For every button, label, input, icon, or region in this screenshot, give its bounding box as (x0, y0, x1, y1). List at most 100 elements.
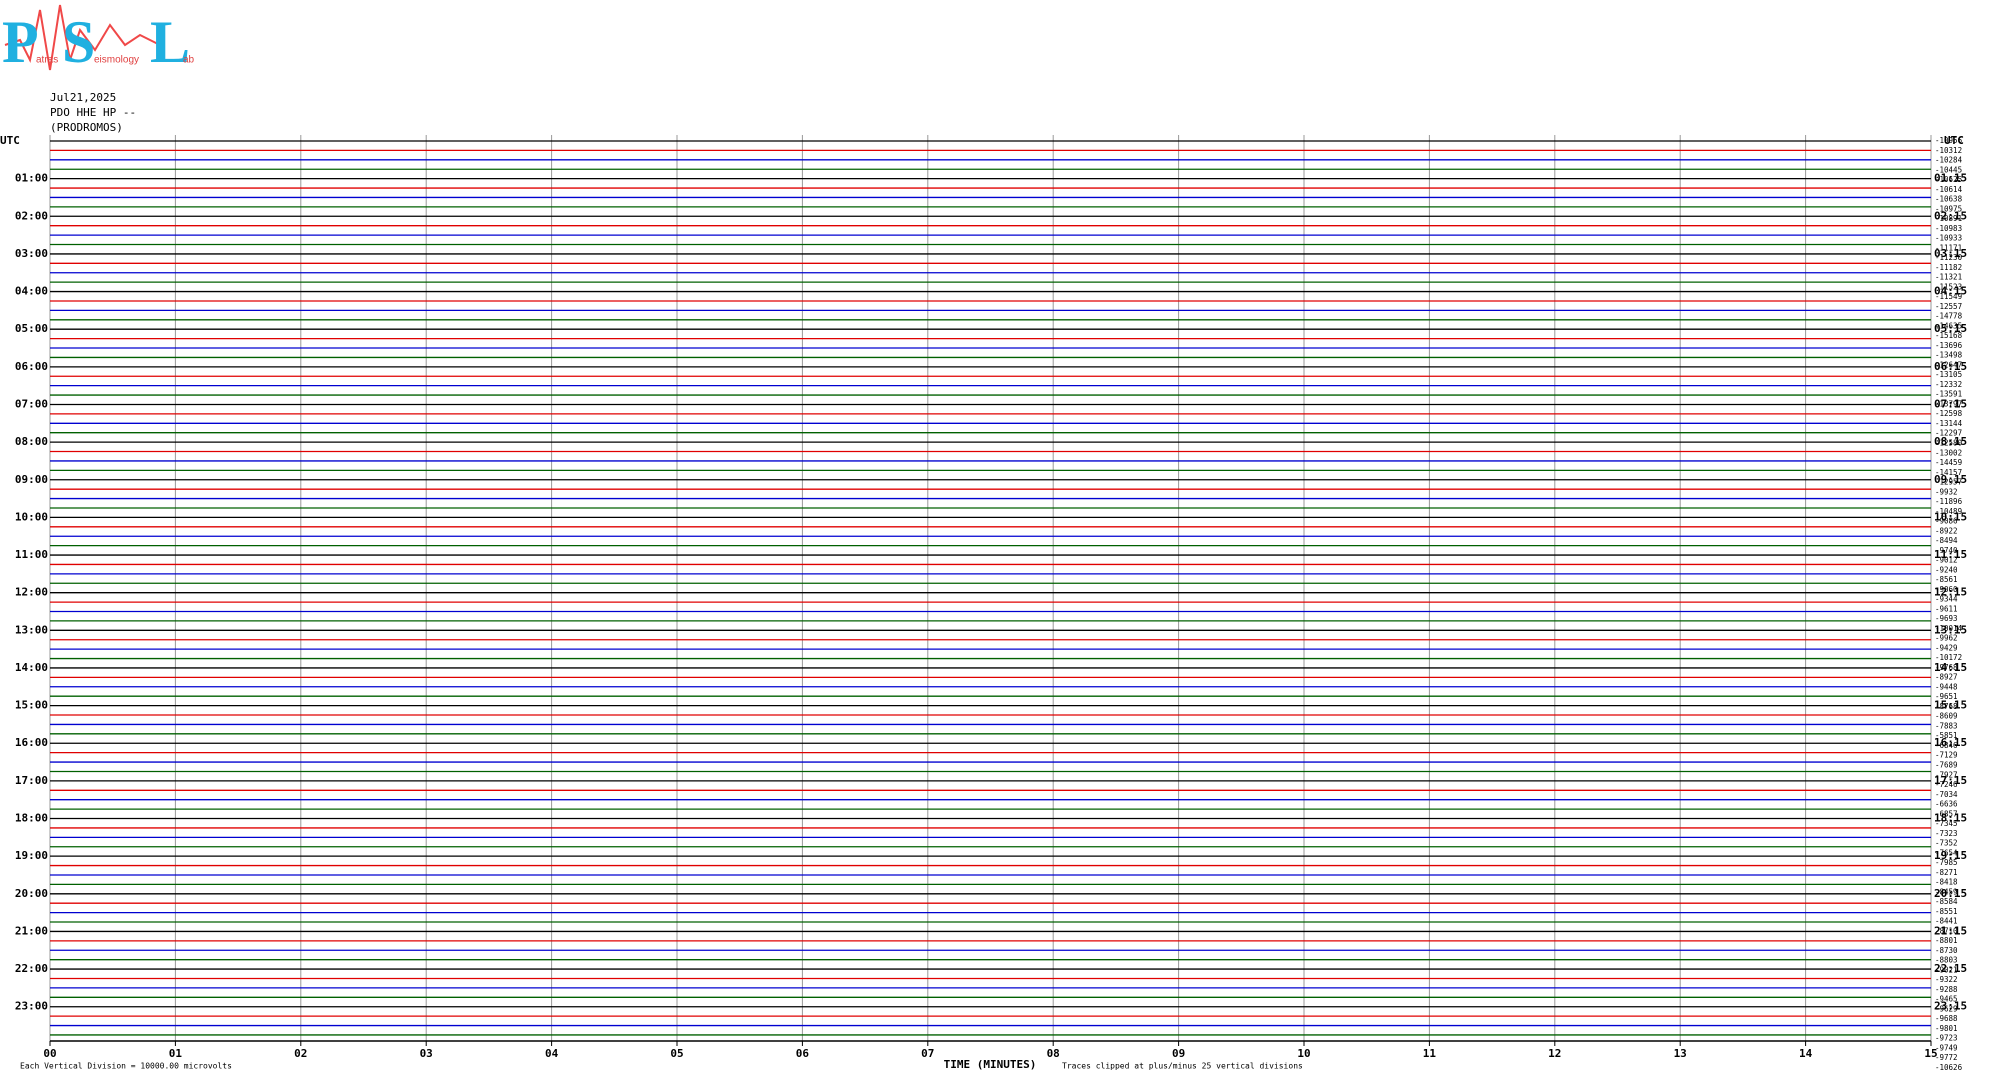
hour-label: 08:00 (15, 435, 48, 448)
offset-label: -9651 (1935, 692, 1958, 701)
x-tick-label: 11 (1423, 1047, 1437, 1060)
offset-label: -13696 (1935, 341, 1963, 350)
offset-label: -9693 (1935, 614, 1958, 623)
offset-label: -13498 (1935, 351, 1963, 360)
offset-label: -11523 (1935, 282, 1962, 291)
hour-label: 23:00 (15, 1000, 48, 1013)
offset-label: -8459 (1935, 887, 1958, 896)
offset-label: -10956 (1935, 136, 1963, 145)
offset-label: -9086 (1935, 517, 1958, 526)
offset-label: -9448 (1935, 682, 1958, 691)
offset-label: -7323 (1935, 829, 1958, 838)
hour-label: 04:00 (15, 285, 48, 298)
offset-label: -11230 (1935, 253, 1963, 262)
offset-label: -8271 (1935, 868, 1958, 877)
offset-label: -9629 (1935, 1004, 1958, 1013)
logo-wave (4, 4, 161, 71)
offset-label: -8441 (1935, 917, 1958, 926)
x-tick-label: 04 (545, 1047, 559, 1060)
offset-label: -9288 (1935, 985, 1958, 994)
hour-label: 17:00 (15, 774, 48, 787)
offset-label: -15168 (1935, 331, 1963, 340)
logo-letter: S (62, 9, 95, 75)
offset-label: -12647 (1935, 360, 1962, 369)
hour-label: 15:00 (15, 699, 48, 712)
hour-label: 18:00 (15, 812, 48, 825)
offset-label: -10614 (1935, 185, 1963, 194)
offset-label: -7034 (1935, 790, 1958, 799)
offset-label: -13591 (1935, 390, 1962, 399)
hour-label: 16:00 (15, 736, 48, 749)
offset-label: -8710 (1935, 926, 1958, 935)
offset-label: -8584 (1935, 897, 1958, 906)
hour-label-right: 03:15 (1934, 247, 1967, 260)
hour-label: 14:00 (15, 661, 48, 674)
hour-label: UTC (0, 134, 20, 147)
offset-label: -10445 (1935, 165, 1962, 174)
offset-label: -14459 (1935, 458, 1962, 467)
hour-label-right: 08:15 (1934, 435, 1967, 448)
scale-note: Each Vertical Division = 10000.00 microv… (20, 1062, 232, 1071)
x-tick-label: 14 (1799, 1047, 1813, 1060)
offset-label: -10489 (1935, 507, 1962, 516)
hour-label-right: 09:15 (1934, 473, 1967, 486)
offset-label: -9723 (1935, 1034, 1958, 1043)
offset-label: -9801 (1935, 1024, 1958, 1033)
offset-label: -7345 (1935, 819, 1958, 828)
logo: P atras S eismology L ab (2, 4, 195, 75)
offset-label: -9012 (1935, 556, 1958, 565)
hour-label: 06:00 (15, 360, 48, 373)
x-tick-label: 12 (1548, 1047, 1561, 1060)
offset-label: -8803 (1935, 956, 1958, 965)
offset-label: -9932 (1935, 487, 1958, 496)
offset-label: -6846 (1935, 741, 1958, 750)
x-tick-label: 06 (796, 1047, 810, 1060)
logo-word: atras (36, 55, 58, 66)
offset-label: -11321 (1935, 273, 1962, 282)
offset-label: -9749 (1935, 1043, 1958, 1052)
offset-label: -13144 (1935, 419, 1963, 428)
x-tick-label: 08 (1047, 1047, 1060, 1060)
offset-label: -6857 (1935, 809, 1958, 818)
offset-label: -10014 (1935, 624, 1963, 633)
offset-label: -10626 (1935, 1063, 1963, 1072)
x-axis-label: TIME (MINUTES) (944, 1058, 1037, 1071)
offset-label: -11549 (1935, 292, 1962, 301)
hour-label: 20:00 (15, 887, 48, 900)
hour-label-right: 21:15 (1934, 924, 1967, 937)
offset-label: -14157 (1935, 468, 1962, 477)
hour-label-right: 06:15 (1934, 360, 1967, 373)
offset-label: -8609 (1935, 712, 1958, 721)
offset-label: -7689 (1935, 761, 1958, 770)
offset-label: -8927 (1935, 673, 1958, 682)
offset-label: -8922 (1935, 526, 1958, 535)
offset-label: -9060 (1935, 585, 1958, 594)
offset-label: -9021 (1935, 965, 1958, 974)
hour-label-right: 12:15 (1934, 586, 1967, 599)
logo-letter: L (150, 9, 190, 75)
offset-label: -10312 (1935, 146, 1962, 155)
hour-label-right: UTC (1944, 134, 1964, 147)
offset-label: -14635 (1935, 321, 1962, 330)
hour-label: 13:00 (15, 623, 48, 636)
offset-label: -8768 (1935, 702, 1958, 711)
hour-label-right: 18:15 (1934, 812, 1967, 825)
offset-label: -13797 (1935, 399, 1962, 408)
offset-label: -11171 (1935, 243, 1962, 252)
offset-label: -8561 (1935, 575, 1958, 584)
offset-label: -10638 (1935, 195, 1963, 204)
hour-label: 01:00 (15, 172, 48, 185)
offset-label: -10975 (1935, 204, 1962, 213)
hour-label-right: 17:15 (1934, 774, 1967, 787)
offset-label: -7352 (1935, 839, 1958, 848)
offset-label: -7883 (1935, 721, 1958, 730)
offset-label: -9688 (1935, 1014, 1958, 1023)
hour-label-right: 01:15 (1934, 172, 1967, 185)
offset-label: -13002 (1935, 448, 1962, 457)
offset-label: -12557 (1935, 302, 1962, 311)
offset-label: -9465 (1935, 995, 1958, 1004)
date: Jul21,2025 (50, 91, 116, 104)
hour-label: 02:00 (15, 209, 48, 222)
hour-label-right: 20:15 (1934, 887, 1967, 900)
